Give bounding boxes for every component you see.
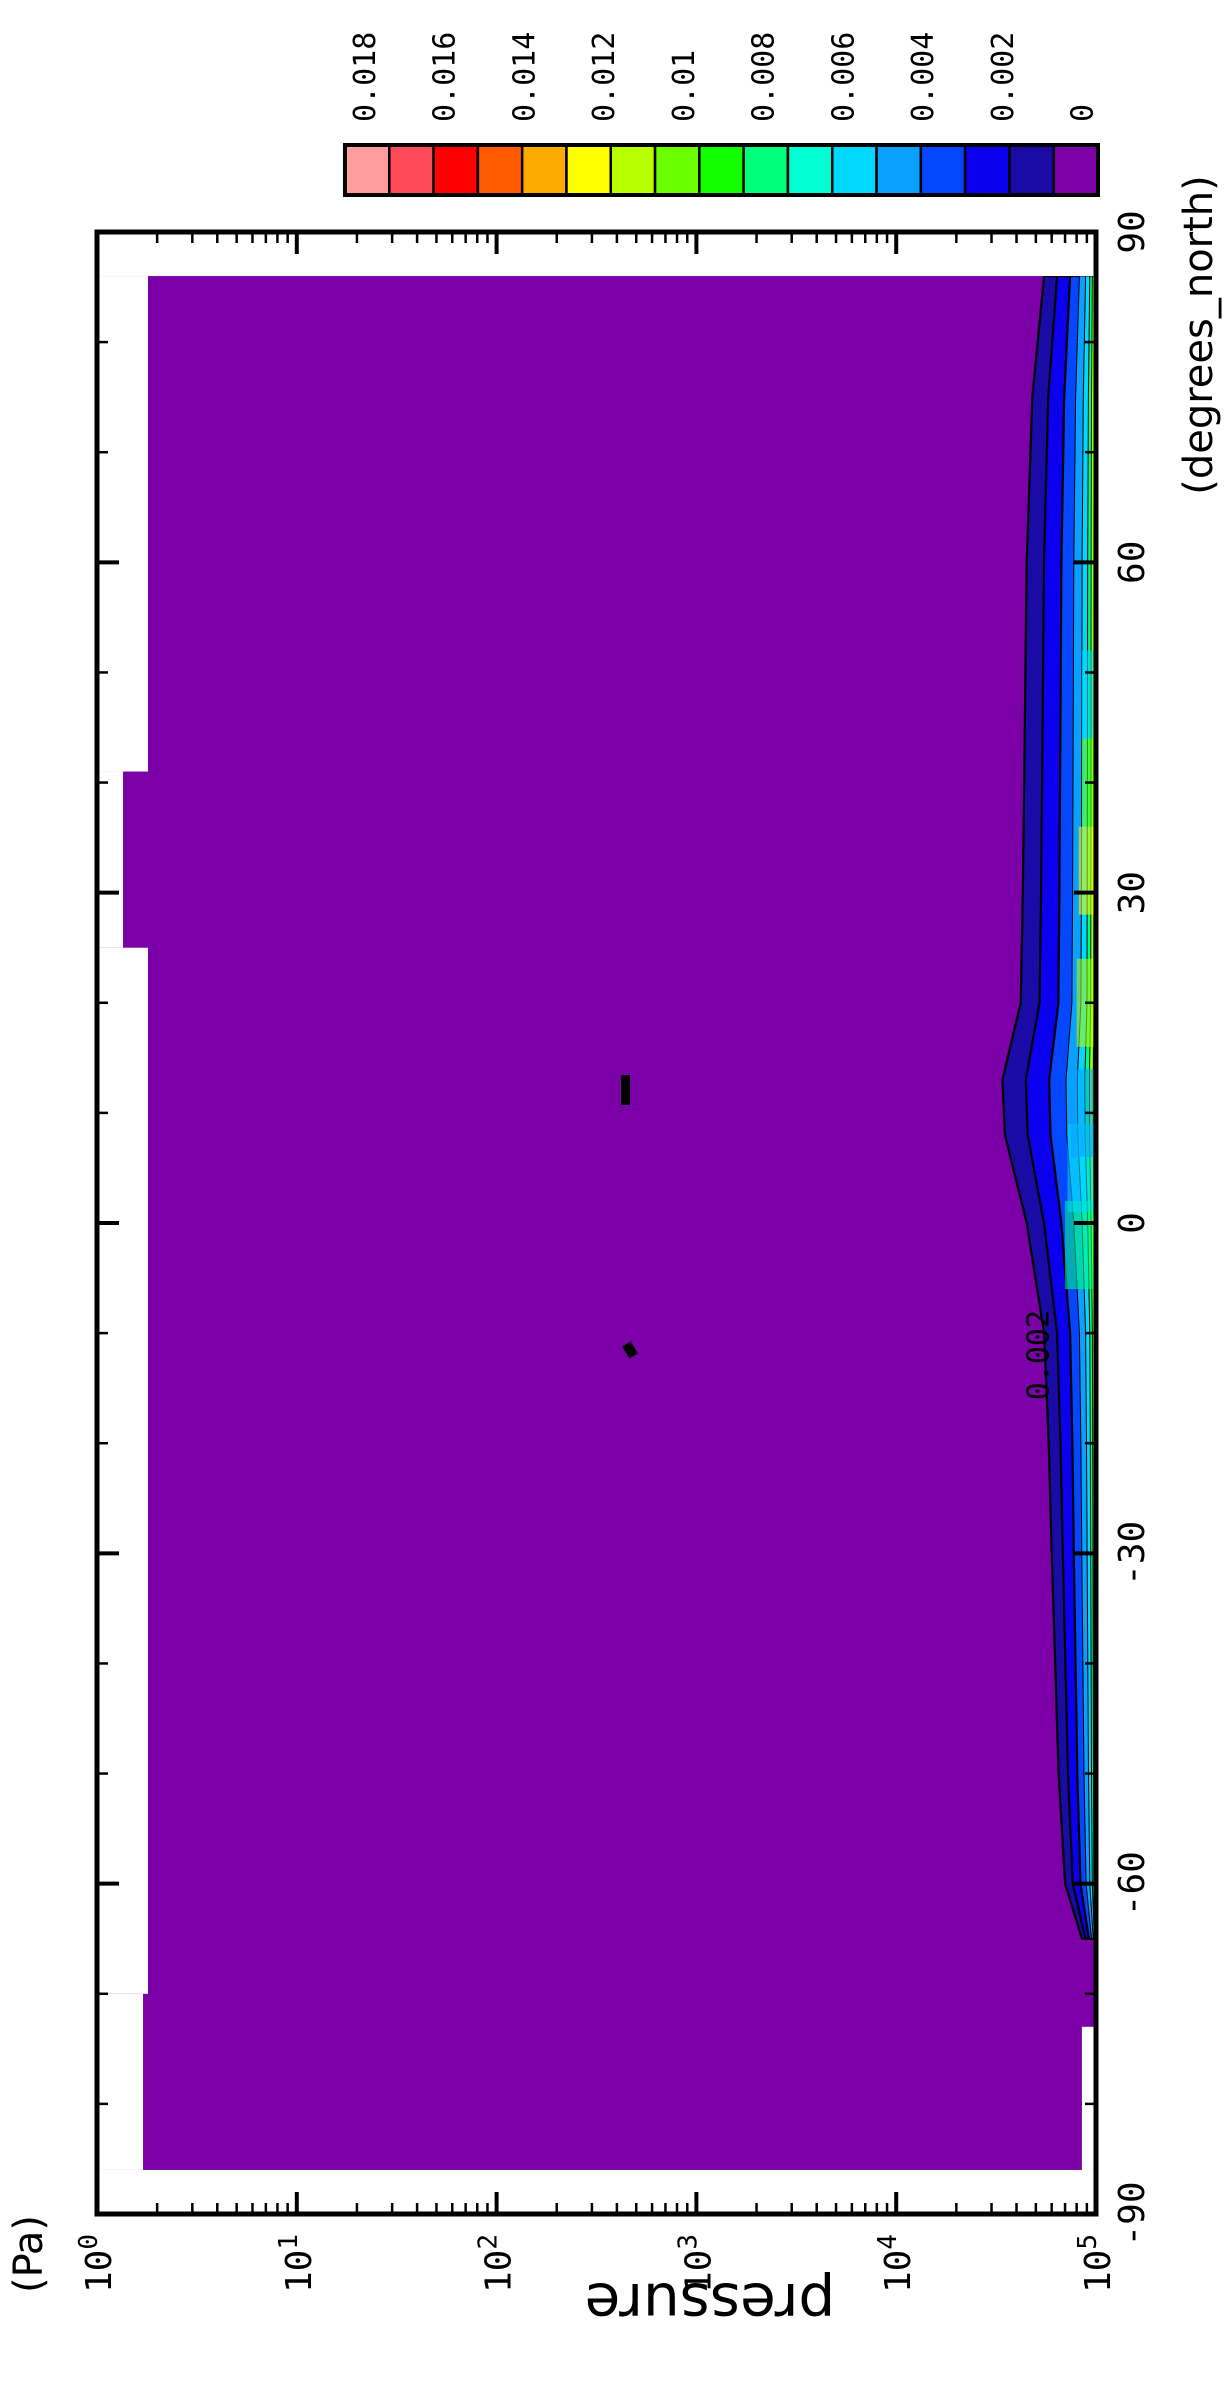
humidity-streak xyxy=(1065,1200,1096,1290)
colorbar-swatch xyxy=(476,143,524,197)
pressure-tick-label: 101 xyxy=(274,2234,320,2293)
pressure-tick-label: 105 xyxy=(1073,2234,1119,2293)
colorbar-swatch xyxy=(565,143,613,197)
pressure-tick-label: 104 xyxy=(873,2234,919,2293)
humidity-streak xyxy=(1078,826,1096,915)
colorbar-level-label: 0.016 xyxy=(428,32,463,122)
missing-data-region xyxy=(97,771,124,948)
latitude-tick-label: 30 xyxy=(1112,871,1153,914)
title-fragment xyxy=(621,1075,630,1105)
colorbar-level-label: 0.018 xyxy=(348,32,383,122)
tick-exponent: 2 xyxy=(474,2234,504,2250)
x-axis-title: pressure xyxy=(585,2270,836,2338)
field-background xyxy=(97,232,1096,2214)
colorbar-level-label: 0.014 xyxy=(507,32,542,122)
tick-base: 10 xyxy=(678,2250,719,2293)
colorbar-swatch xyxy=(1008,143,1055,197)
colorbar-level-label: 0.01 xyxy=(667,50,702,122)
colorbar-swatch xyxy=(963,143,1011,197)
colorbar-swatch xyxy=(919,143,967,197)
colorbar-level-label: 0.008 xyxy=(747,32,782,122)
colorbar-level-label: 0.012 xyxy=(587,32,622,122)
colorbar-swatch xyxy=(830,143,878,197)
latitude-tick-label: 0 xyxy=(1112,1212,1153,1234)
colorbar-swatch xyxy=(742,143,790,197)
colorbar: 0 0.002 0.004 0.006 0.008 0.01 0.012 0.014 0.016… xyxy=(343,32,1101,197)
y-axis-units: (degrees_north) xyxy=(1176,175,1222,495)
tick-base: 10 xyxy=(1078,2250,1119,2293)
colorbar-swatch xyxy=(786,143,834,197)
colorbar-level-label: 0.006 xyxy=(826,32,861,122)
plot-area: 0.002 xyxy=(97,232,1096,2214)
tick-exponent: 1 xyxy=(274,2234,304,2250)
missing-data-region xyxy=(97,276,149,772)
colorbar-level-label: 0.002 xyxy=(986,32,1021,122)
latitude-tick-label: -30 xyxy=(1112,1521,1153,1586)
contour-label: 0.002 xyxy=(1022,1310,1057,1400)
pressure-tick-text: 102 xyxy=(474,2234,520,2293)
colorbar-level-label: 0.004 xyxy=(906,32,941,122)
tick-base: 10 xyxy=(79,2250,120,2293)
colorbar-level-label: 0 xyxy=(1066,104,1101,122)
latitude-tick-label: -90 xyxy=(1112,2181,1153,2246)
colorbar-swatch xyxy=(653,143,701,197)
missing-data-region xyxy=(97,1993,144,2170)
missing-data-region xyxy=(97,947,149,1994)
axes xyxy=(94,229,1099,2217)
latitude-tick-label: 60 xyxy=(1112,541,1153,584)
pressure-tick-text: 101 xyxy=(274,2234,320,2293)
colorbar-swatch xyxy=(388,143,435,197)
colorbar-swatch xyxy=(1052,143,1100,197)
missing-data-region xyxy=(97,232,1096,277)
latitude-tick-label: 90 xyxy=(1112,210,1153,253)
tick-exponent: 0 xyxy=(74,2234,104,2250)
colorbar-swatch xyxy=(875,143,923,197)
pressure-tick-text: 105 xyxy=(1073,2234,1119,2293)
tick-base: 10 xyxy=(479,2250,520,2293)
tick-exponent: 4 xyxy=(873,2234,903,2250)
missing-data-region xyxy=(1081,2026,1096,2170)
colorbar-frame xyxy=(343,143,1100,197)
x-axis-units: (Pa) xyxy=(6,2215,52,2293)
missing-data-region xyxy=(97,2169,1096,2214)
pressure-tick-text: 100 xyxy=(74,2234,120,2293)
title-fragment xyxy=(622,1341,638,1359)
tick-base: 10 xyxy=(878,2250,919,2293)
pressure-tick-label: 100 xyxy=(74,2234,120,2293)
pressure-tick-label: 102 xyxy=(474,2234,520,2293)
tick-exponent: 5 xyxy=(1073,2234,1103,2250)
pressure-tick-text: 104 xyxy=(873,2234,919,2293)
colorbar-swatch xyxy=(432,143,480,197)
pressure-tick-label: 103 xyxy=(673,2234,719,2293)
colorbar-swatch xyxy=(343,143,391,197)
latitude-tick-label: -60 xyxy=(1112,1851,1153,1916)
pressure-tick-text: 103 xyxy=(673,2234,719,2293)
colorbar-swatch xyxy=(609,143,657,197)
colorbar-swatch xyxy=(520,143,568,197)
tick-base: 10 xyxy=(279,2250,320,2293)
colorbar-swatch xyxy=(698,143,745,197)
tick-exponent: 3 xyxy=(673,2234,703,2250)
